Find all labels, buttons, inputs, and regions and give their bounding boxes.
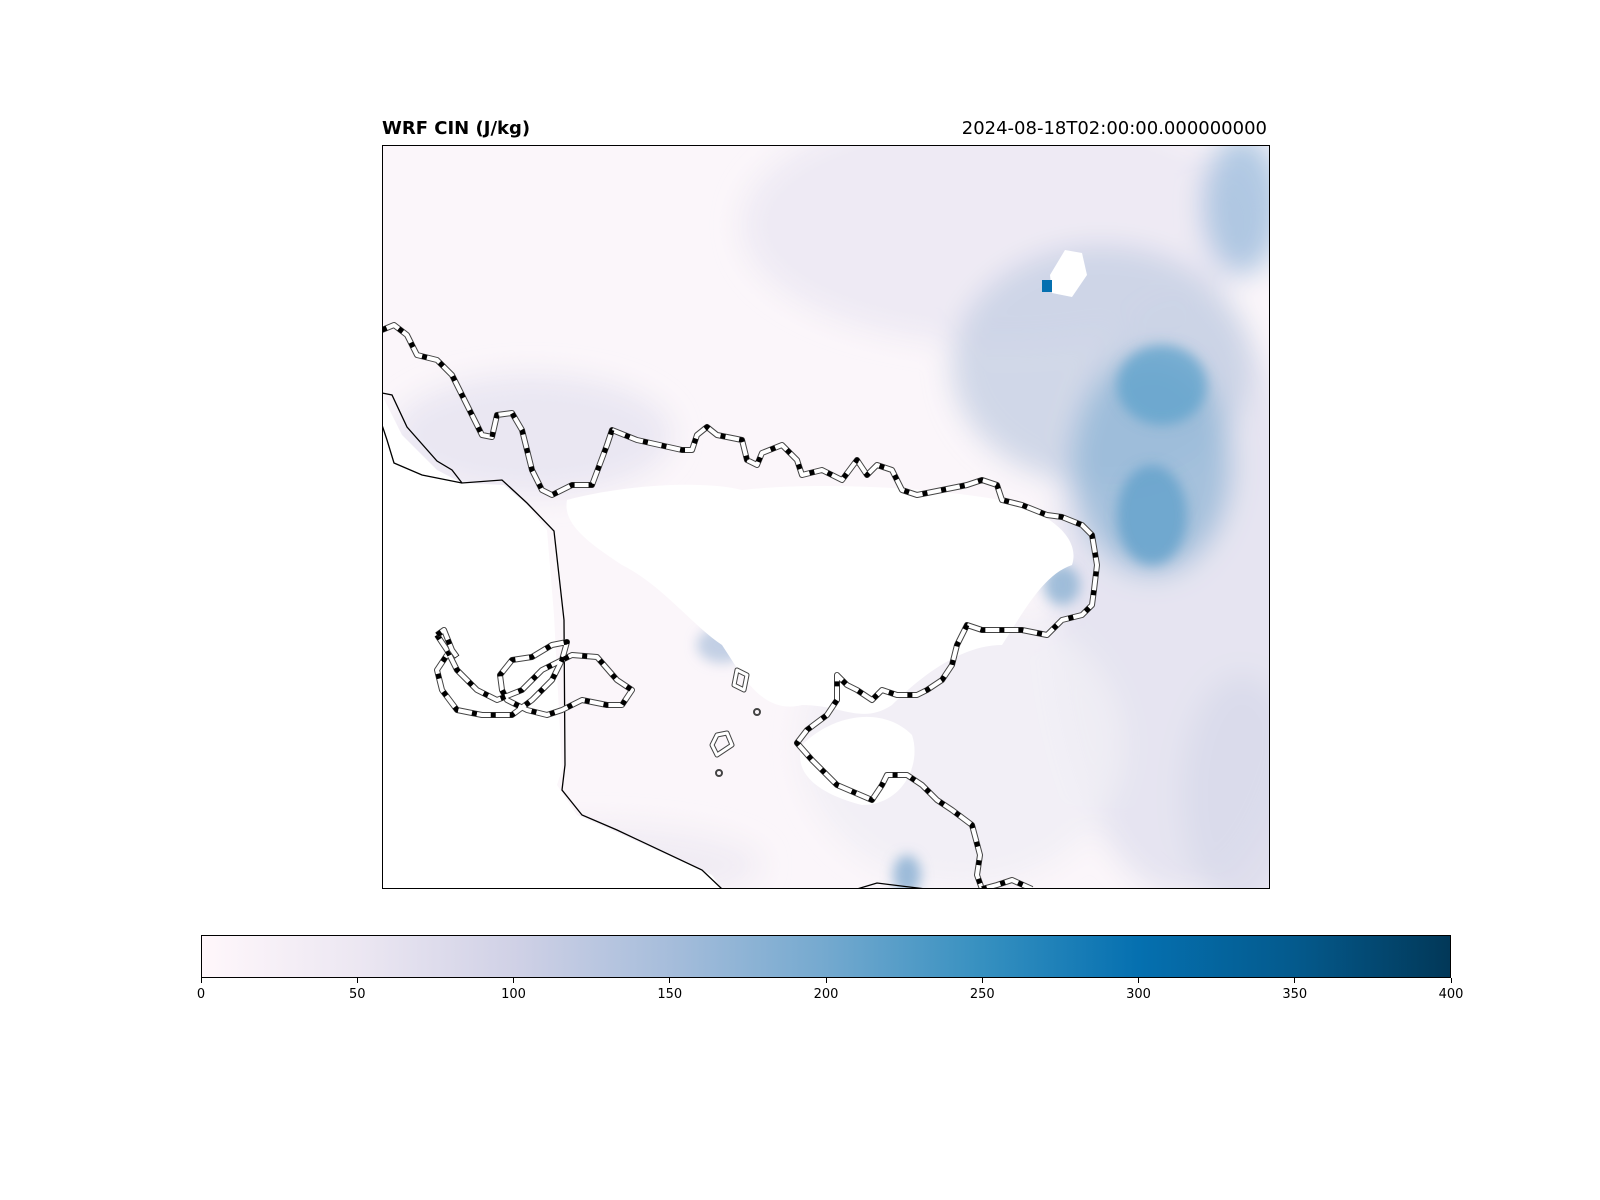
state-border — [382, 322, 1100, 889]
colorbar-tick-label: 50 — [348, 987, 366, 1002]
coastline — [382, 392, 723, 889]
colorbar-tick-label: 150 — [657, 987, 683, 1002]
colorbar-tick-label: 250 — [969, 987, 995, 1002]
colorbar-tick-label: 350 — [1282, 987, 1308, 1002]
colorbar-tick-label: 400 — [1438, 987, 1464, 1002]
colorbar-tick-label: 0 — [196, 987, 206, 1002]
colorbar-tick-mark — [1450, 978, 1452, 983]
colorbar-tick-label: 200 — [813, 987, 839, 1002]
colorbar-tick-label: 300 — [1126, 987, 1151, 1002]
colorbar-ticks: 0 50 100 150 200 250 300 350 400 — [197, 978, 1463, 1008]
colorbar-tick-mark — [356, 978, 358, 983]
colorbar-tick-mark — [1294, 978, 1296, 983]
colorbar-tick-mark — [825, 978, 827, 983]
plot-timestamp: 2024-08-18T02:00:00.000000000 — [961, 118, 1267, 139]
colorbar-tick-mark — [669, 978, 671, 983]
colorbar-tick-mark — [200, 978, 202, 983]
colorbar-tick-mark — [981, 978, 983, 983]
colorbar-tick-mark — [513, 978, 514, 983]
map-panel — [382, 145, 1270, 889]
colorbar-tick-mark — [1138, 978, 1139, 983]
colorbar — [201, 935, 1451, 978]
undefined-area-central — [566, 484, 1074, 714]
undefined-area-north — [1050, 250, 1087, 297]
colorbar-tick-label: 100 — [501, 987, 526, 1002]
plot-title: WRF CIN (J/kg) — [382, 118, 531, 139]
